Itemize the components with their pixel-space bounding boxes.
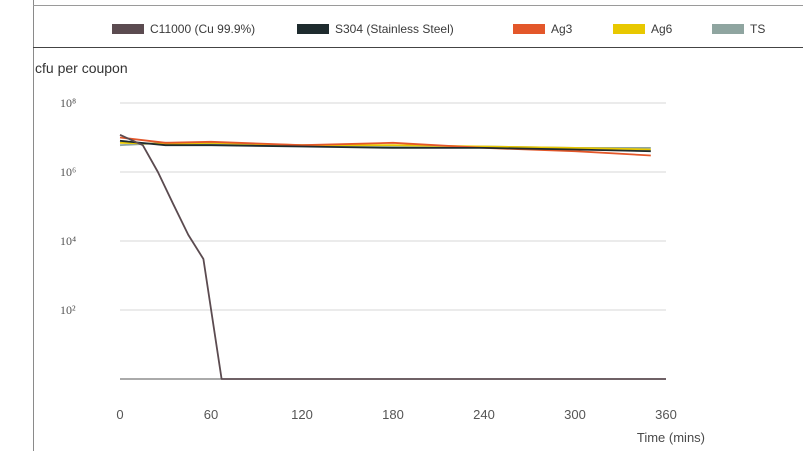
- x-tick-label: 300: [564, 407, 586, 422]
- legend-label-s304: S304 (Stainless Steel): [335, 22, 454, 36]
- y-axis-title: cfu per coupon: [35, 60, 128, 76]
- legend-swatch-ag6: [613, 24, 645, 34]
- x-tick-label: 120: [291, 407, 313, 422]
- legend-label-c11000: C11000 (Cu 99.9%): [150, 22, 256, 36]
- legend-swatch-ag3: [513, 24, 545, 34]
- x-tick-label: 360: [655, 407, 677, 422]
- y-tick-label: 10⁴: [60, 234, 76, 248]
- x-tick-label: 180: [382, 407, 404, 422]
- frame-line-top: [33, 5, 803, 6]
- series-line-c11000: [119, 133, 666, 380]
- legend-swatch-c11000: [112, 24, 144, 34]
- legend-item-ag3: Ag3: [513, 21, 572, 37]
- legend-swatch-s304: [297, 24, 329, 34]
- legend: C11000 (Cu 99.9%) S304 (Stainless Steel)…: [0, 0, 803, 44]
- legend-item-ts: TS: [712, 21, 765, 37]
- x-tick-label: 240: [473, 407, 495, 422]
- legend-label-ag6: Ag6: [651, 22, 673, 36]
- x-axis-title: Time (mins): [636, 430, 705, 445]
- series-line-ag6: [119, 141, 651, 151]
- legend-label-ts: TS: [750, 22, 766, 36]
- legend-divider: [33, 47, 803, 48]
- y-tick-label: 10⁸: [60, 96, 76, 110]
- legend-item-ag6: Ag6: [613, 21, 672, 37]
- y-tick-label: 10⁶: [60, 165, 76, 179]
- legend-item-c11000: C11000 (Cu 99.9%): [112, 21, 255, 37]
- legend-swatch-ts: [712, 24, 744, 34]
- x-tick-label: 60: [204, 407, 218, 422]
- legend-item-s304: S304 (Stainless Steel): [297, 21, 454, 37]
- y-tick-label: 10²: [60, 303, 76, 317]
- x-tick-label: 0: [116, 407, 123, 422]
- series-line-ag3: [119, 136, 651, 157]
- series-line-s304: [119, 139, 651, 153]
- legend-label-ag3: Ag3: [551, 22, 573, 36]
- frame-line: [33, 0, 34, 451]
